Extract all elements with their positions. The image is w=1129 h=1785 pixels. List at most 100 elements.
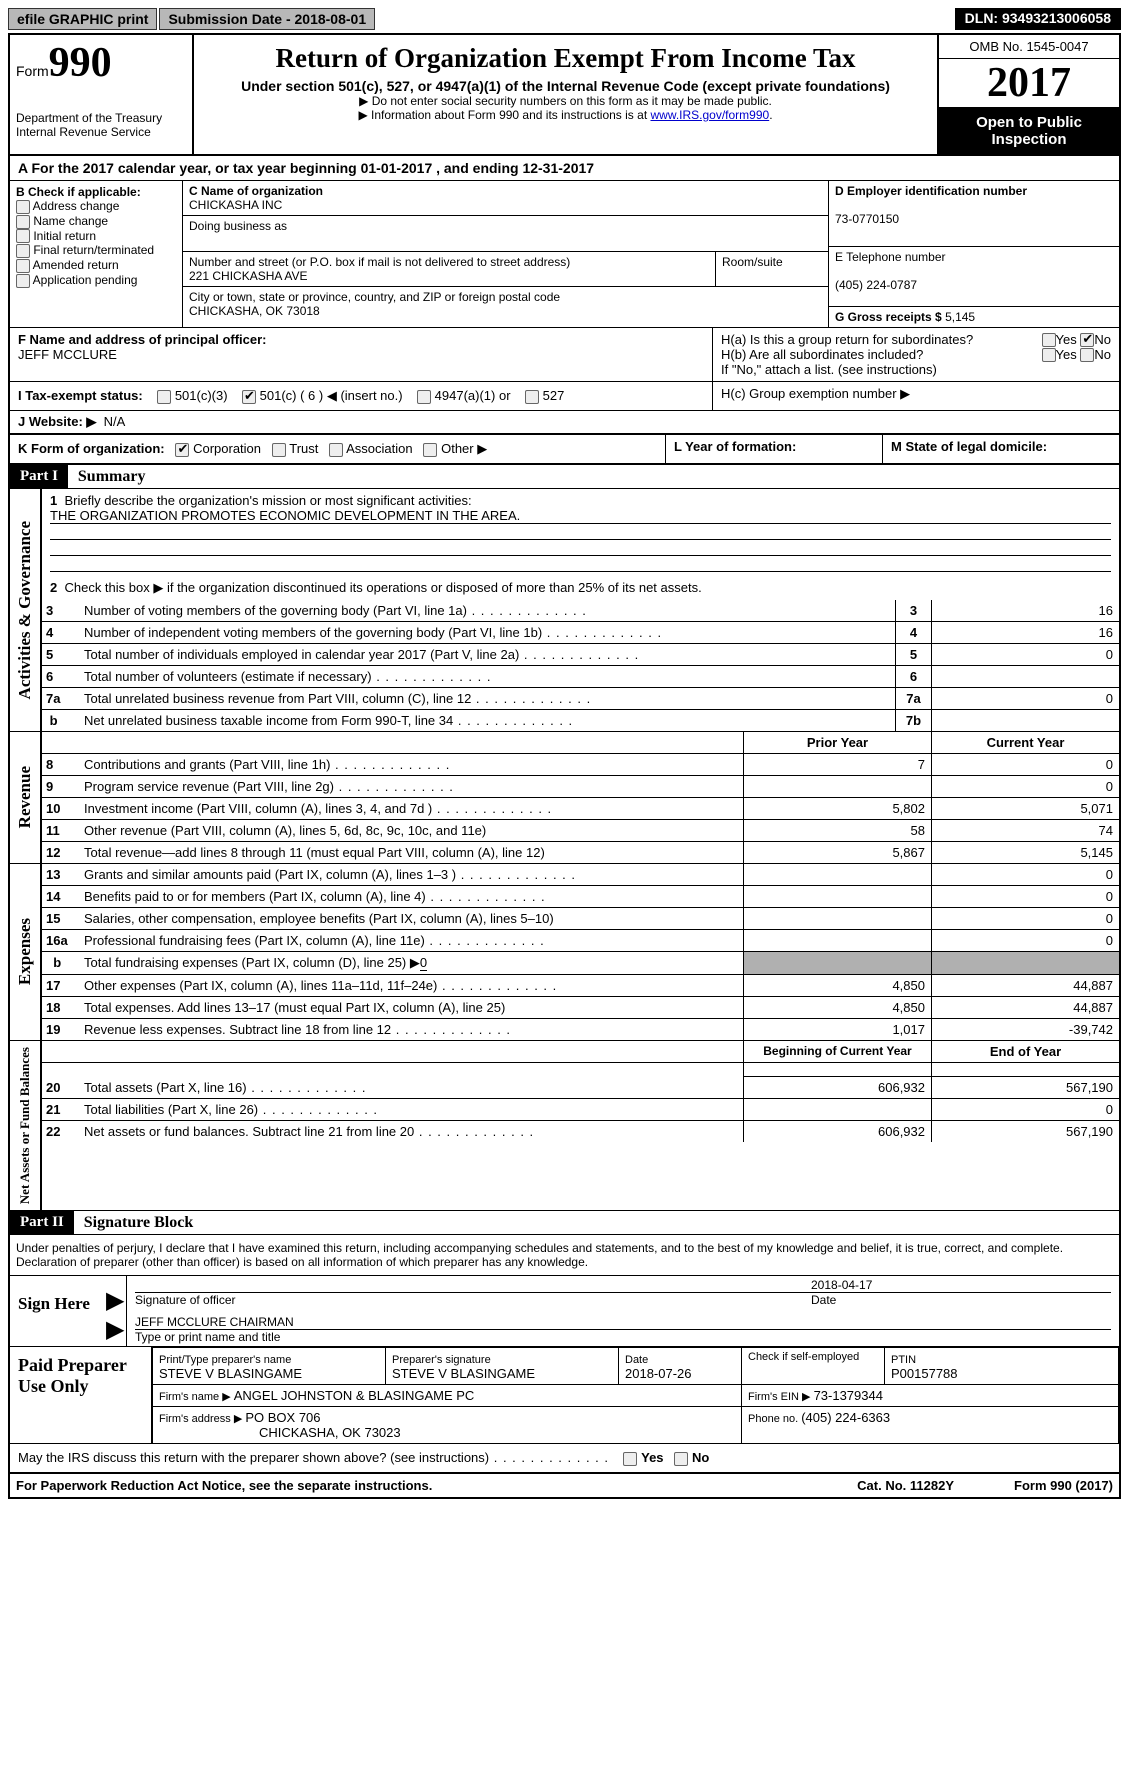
line5: Total number of individuals employed in …: [80, 644, 895, 665]
chk-final[interactable]: [16, 244, 30, 258]
website: J Website: ▶ N/A: [10, 411, 1119, 435]
sig-date: 2018-04-17: [811, 1278, 1111, 1292]
ha-no[interactable]: [1080, 333, 1094, 347]
self-emp: Check if self-employed: [742, 1348, 885, 1385]
officer-name: JEFF MCCLURE CHAIRMAN: [135, 1315, 1111, 1330]
section-h: H(a) Is this a group return for subordin…: [713, 328, 1119, 381]
line20: Total assets (Part X, line 16): [80, 1077, 743, 1098]
preparer-sig: Preparer's signatureSTEVE V BLASINGAME: [386, 1348, 619, 1385]
principal-officer: F Name and address of principal officer:…: [10, 328, 713, 381]
ein: D Employer identification number 73-0770…: [829, 181, 1119, 247]
line4: Number of independent voting members of …: [80, 622, 895, 643]
part1-title: Summary: [68, 468, 146, 486]
side-governance: Activities & Governance: [13, 515, 37, 705]
prior-year-hdr: Prior Year: [743, 732, 931, 753]
line1: 1 Briefly describe the organization's mi…: [42, 489, 1119, 576]
line7a: Total unrelated business revenue from Pa…: [80, 688, 895, 709]
end-year-hdr: End of Year: [931, 1041, 1119, 1062]
line11: Other revenue (Part VIII, column (A), li…: [80, 820, 743, 841]
side-revenue: Revenue: [13, 760, 37, 834]
chk-trust[interactable]: [272, 443, 286, 457]
footer-mid: Cat. No. 11282Y: [857, 1478, 954, 1493]
footer-right: Form 990 (2017): [1014, 1478, 1113, 1493]
line17: Other expenses (Part IX, column (A), lin…: [80, 975, 743, 996]
footer-left: For Paperwork Reduction Act Notice, see …: [16, 1478, 432, 1493]
hb-yes[interactable]: [1042, 348, 1056, 362]
declaration: Under penalties of perjury, I declare th…: [10, 1235, 1119, 1276]
side-expenses: Expenses: [13, 912, 37, 991]
line6: Total number of volunteers (estimate if …: [80, 666, 895, 687]
chk-501c[interactable]: [242, 390, 256, 404]
preparer-name: Print/Type preparer's nameSTEVE V BLASIN…: [153, 1348, 386, 1385]
efile-button[interactable]: efile GRAPHIC print: [8, 8, 157, 30]
chk-name[interactable]: [16, 215, 30, 229]
chk-501c3[interactable]: [157, 390, 171, 404]
dba: Doing business as: [183, 216, 828, 252]
section-a: A For the 2017 calendar year, or tax yea…: [10, 156, 1119, 181]
form-of-org: K Form of organization: Corporation Trus…: [10, 435, 666, 463]
chk-other[interactable]: [423, 443, 437, 457]
omb: OMB No. 1545-0047: [939, 35, 1119, 59]
firm-name: Firm's name ▶ ANGEL JOHNSTON & BLASINGAM…: [153, 1385, 742, 1407]
curr-year-hdr: Current Year: [931, 732, 1119, 753]
phone: E Telephone number (405) 224-0787: [829, 247, 1119, 307]
line15: Salaries, other compensation, employee b…: [80, 908, 743, 929]
line21: Total liabilities (Part X, line 26): [80, 1099, 743, 1120]
paid-preparer: Paid Preparer Use Only: [10, 1347, 152, 1443]
submission-date: Submission Date - 2018-08-01: [159, 8, 375, 30]
form-title: Return of Organization Exempt From Incom…: [202, 43, 929, 74]
firm-ein: Firm's EIN ▶ 73-1379344: [742, 1385, 1119, 1407]
chk-4947[interactable]: [417, 390, 431, 404]
form-right: OMB No. 1545-0047 2017 Open to Public In…: [937, 35, 1119, 154]
open-inspection: Open to Public Inspection: [939, 108, 1119, 154]
ha-yes[interactable]: [1042, 333, 1056, 347]
chk-corp[interactable]: [175, 443, 189, 457]
discuss-preparer: May the IRS discuss this return with the…: [10, 1444, 1119, 1474]
line2: 2 Check this box ▶ if the organization d…: [42, 576, 1119, 600]
line16a: Professional fundraising fees (Part IX, …: [80, 930, 743, 951]
chk-527[interactable]: [525, 390, 539, 404]
form-left: Form990 Department of the Treasury Inter…: [10, 35, 194, 154]
chk-address[interactable]: [16, 200, 30, 214]
part2-header: Part II: [10, 1211, 74, 1234]
line19: Revenue less expenses. Subtract line 18 …: [80, 1019, 743, 1040]
org-name: C Name of organization CHICKASHA INC: [183, 181, 828, 216]
sign-here: Sign Here: [10, 1276, 106, 1346]
ptin: PTINP00157788: [885, 1348, 1119, 1385]
chk-initial[interactable]: [16, 229, 30, 243]
tax-exempt: I Tax-exempt status: 501(c)(3) 501(c) ( …: [10, 382, 713, 410]
form-title-area: Return of Organization Exempt From Incom…: [194, 35, 937, 154]
line8: Contributions and grants (Part VIII, lin…: [80, 754, 743, 775]
begin-year-hdr: Beginning of Current Year: [743, 1041, 931, 1062]
line13: Grants and similar amounts paid (Part IX…: [80, 864, 743, 885]
irs-link[interactable]: www.IRS.gov/form990: [650, 108, 769, 122]
line7b: Net unrelated business taxable income fr…: [80, 710, 895, 731]
room-suite: Room/suite: [716, 252, 828, 286]
year-formation: L Year of formation:: [666, 435, 883, 463]
part1-header: Part I: [10, 465, 68, 488]
city-state: City or town, state or province, country…: [183, 287, 828, 321]
line18: Total expenses. Add lines 13–17 (must eq…: [80, 997, 743, 1018]
chk-pending[interactable]: [16, 274, 30, 288]
part2-title: Signature Block: [74, 1214, 194, 1232]
state-domicile: M State of legal domicile:: [883, 435, 1119, 463]
line3: Number of voting members of the governin…: [80, 600, 895, 621]
discuss-no[interactable]: [674, 1452, 688, 1466]
street-address: Number and street (or P.O. box if mail i…: [183, 252, 716, 286]
line22: Net assets or fund balances. Subtract li…: [80, 1121, 743, 1142]
section-b: B Check if applicable: Address change Na…: [10, 181, 183, 327]
hb-no[interactable]: [1080, 348, 1094, 362]
side-netassets: Net Assets or Fund Balances: [15, 1041, 35, 1210]
chk-amended[interactable]: [16, 259, 30, 273]
firm-addr: Firm's address ▶ PO BOX 706CHICKASHA, OK…: [153, 1407, 742, 1444]
line14: Benefits paid to or for members (Part IX…: [80, 886, 743, 907]
line12: Total revenue—add lines 8 through 11 (mu…: [80, 842, 743, 863]
gross-receipts: G Gross receipts $ 5,145: [829, 307, 1119, 327]
line16b: Total fundraising expenses (Part IX, col…: [80, 952, 743, 974]
discuss-yes[interactable]: [623, 1452, 637, 1466]
tax-year: 2017: [939, 59, 1119, 108]
firm-phone: Phone no. (405) 224-6363: [742, 1407, 1119, 1444]
chk-assoc[interactable]: [329, 443, 343, 457]
dln: DLN: 93493213006058: [955, 8, 1121, 30]
hc: H(c) Group exemption number ▶: [713, 382, 1119, 410]
